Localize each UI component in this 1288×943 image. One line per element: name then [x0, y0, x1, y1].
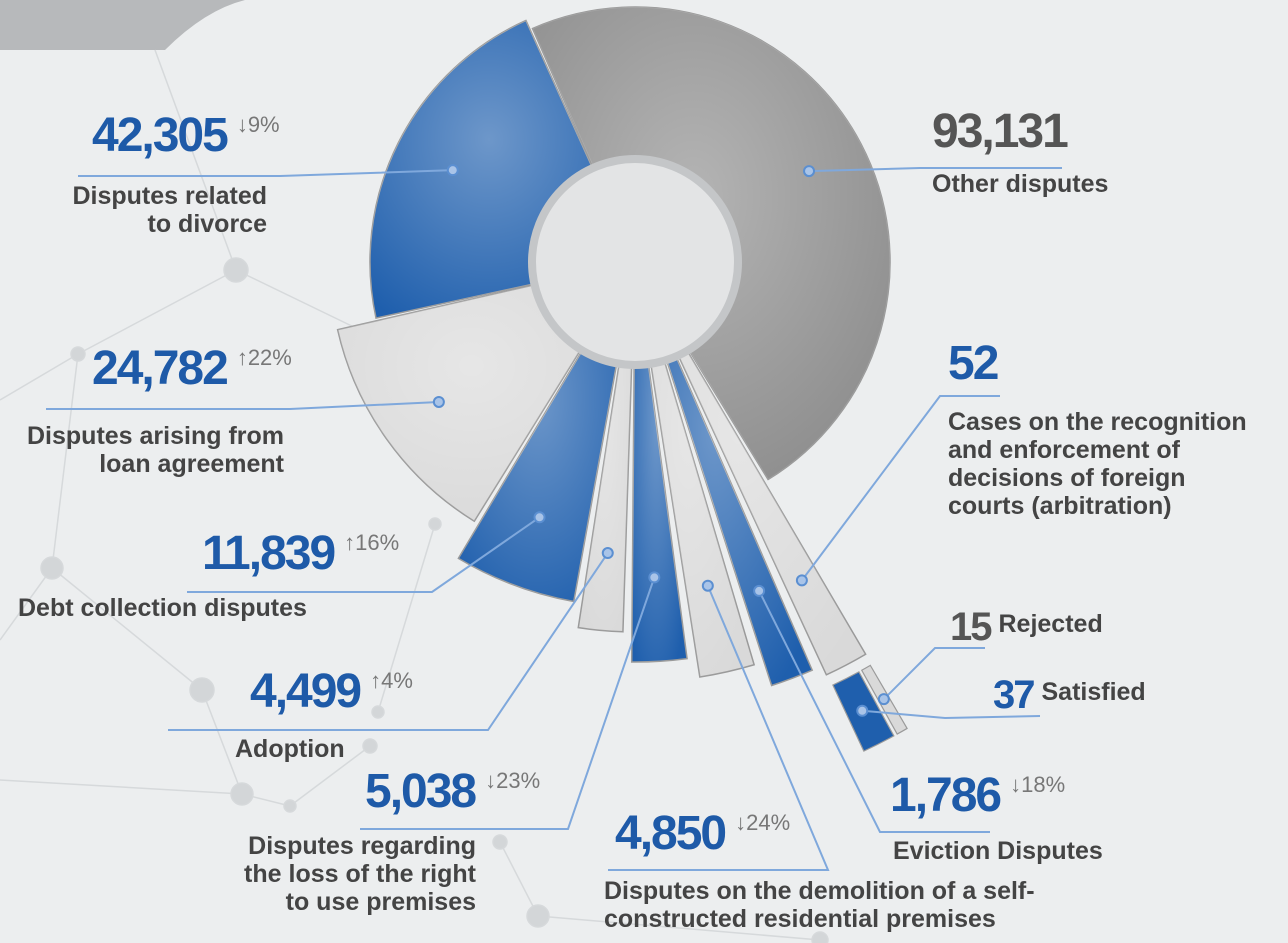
leader-line: [187, 516, 541, 593]
leader-dot: [795, 574, 808, 587]
leader-line: [608, 585, 830, 871]
value-row: 52: [948, 337, 999, 390]
value-row: 24,782 ↑22%: [92, 345, 292, 393]
leader-dot: [446, 164, 459, 177]
category-label: Debt collection disputes: [18, 594, 307, 622]
value-label: 5,038: [365, 765, 477, 818]
change-label: ↓24%: [735, 810, 791, 835]
background-network: [0, 0, 829, 943]
value-label: 1,786: [890, 769, 1002, 822]
value-label: 52: [948, 337, 999, 390]
value-label: 4,499: [250, 665, 362, 718]
leader-dot: [701, 579, 714, 592]
wedge-shine: [635, 262, 755, 677]
value-label: 42,305: [92, 109, 229, 162]
leader-dot: [432, 395, 445, 408]
breakdown-row: 37 Satisfied: [993, 675, 1146, 715]
breakdown-label: Satisfied: [1041, 678, 1146, 706]
value-row: 4,850 ↓24%: [615, 810, 790, 858]
change-label: ↑22%: [236, 345, 292, 370]
leader-line: [801, 395, 1000, 581]
leader-dot: [803, 165, 816, 178]
value-row: 42,305 ↓9%: [92, 112, 280, 160]
leader-dot: [601, 547, 614, 560]
change-label: ↑16%: [344, 530, 400, 555]
breakdown-label: Rejected: [998, 610, 1103, 638]
value-row: 93,131: [932, 105, 1069, 158]
value-label: 24,782: [92, 342, 229, 395]
category-label: Disputes arising from loan agreement: [27, 422, 284, 478]
category-label: Disputes related to divorce: [72, 182, 267, 238]
leader-dot: [877, 693, 890, 706]
change-label: ↓18%: [1010, 772, 1066, 797]
value-row: 1,786 ↓18%: [890, 772, 1065, 820]
hub: [528, 155, 742, 369]
value-row: 4,499 ↑4%: [250, 668, 413, 716]
value-label: 4,850: [615, 807, 727, 860]
leader-dot: [856, 704, 869, 717]
category-label: Cases on the recognition and enforcement…: [948, 408, 1247, 520]
leader-line: [809, 167, 1062, 173]
value-row: 11,839 ↑16%: [202, 530, 399, 578]
leader-dot: [533, 511, 546, 524]
category-label: Adoption: [235, 735, 345, 763]
leader-line: [46, 400, 439, 410]
leader-line: [758, 590, 990, 833]
value-label: 11,839: [202, 527, 336, 580]
change-label: ↓23%: [485, 768, 541, 793]
change-label: ↑4%: [370, 668, 413, 693]
leader-dot: [648, 571, 661, 584]
breakdown-row: 15 Rejected: [950, 607, 1103, 647]
leader-line: [78, 169, 453, 177]
value-label: 93,131: [932, 105, 1069, 158]
leader-line: [168, 552, 609, 731]
breakdown-value: 37: [993, 673, 1035, 717]
value-row: 5,038 ↓23%: [365, 768, 540, 816]
breakdown-leader: [883, 647, 985, 700]
breakdown-leader: [862, 709, 1041, 720]
category-label: Disputes regarding the loss of the right…: [244, 832, 476, 916]
change-label: ↓9%: [236, 112, 280, 137]
leader-dot: [753, 584, 766, 597]
wedge-shine: [635, 262, 813, 686]
category-label: Disputes on the demolition of a self-con…: [604, 877, 1035, 933]
category-label: Other disputes: [932, 170, 1109, 198]
category-label: Eviction Disputes: [893, 837, 1103, 865]
breakdown-value: 15: [950, 605, 992, 649]
leader-line: [360, 577, 656, 830]
